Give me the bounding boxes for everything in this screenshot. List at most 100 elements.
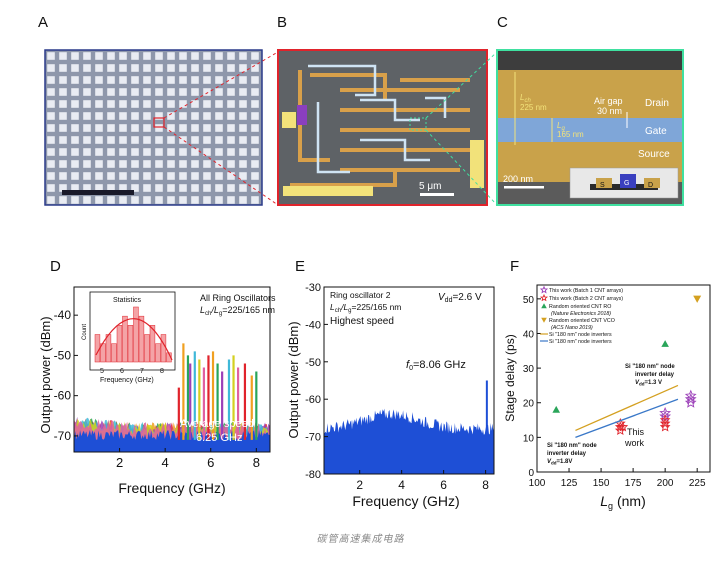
inset-x-tick-label: 7: [140, 368, 144, 375]
y-tick-label: -40: [305, 319, 321, 331]
y-tick-label: -50: [54, 348, 72, 362]
chart-d-ylabel: Output power (dBm): [40, 316, 53, 433]
d-lg: /L: [210, 305, 219, 315]
chart-f-plot-area: [552, 295, 702, 438]
panel-label-f: F: [510, 258, 520, 275]
inset-ylabel: Count: [82, 324, 88, 340]
panel-a-array-image: [44, 49, 279, 206]
d-lg-sub: g: [219, 311, 222, 317]
inset-bar: [127, 325, 134, 363]
legend-marker: [539, 293, 549, 302]
data-point-star: [617, 421, 629, 432]
svg-text:Vdd=1.3 V: Vdd=1.3 V: [635, 380, 662, 387]
x-tick-label: 125: [561, 478, 578, 489]
inset-d-label: D: [648, 182, 653, 189]
svg-text:Lch: Lch: [520, 93, 531, 104]
e-f0-val: =8.06 GHz: [413, 359, 466, 371]
inset-x-tick-label: 8: [160, 368, 164, 375]
this-work-label-2: work: [624, 438, 645, 448]
x-tick-label: 4: [162, 455, 169, 470]
chart-e-xlabel: Frequency (GHz): [352, 493, 459, 509]
data-point-star-open: [684, 393, 697, 405]
y-tick-label: -80: [305, 469, 321, 481]
trend-line: [575, 398, 679, 438]
this-work-label-1: This: [627, 427, 645, 437]
x-tick-label: 200: [657, 478, 674, 489]
y-tick-label: -60: [54, 389, 72, 403]
chart-e-highest-speed: Highest speed: [330, 316, 394, 327]
chart-d-xlabel: Frequency (GHz): [118, 480, 225, 496]
panel-label-d: D: [50, 258, 61, 275]
chart-d: 2 4 6 8 -70 -60 -50 -40 Statistics Count Freque…: [40, 286, 276, 496]
e-f0: f: [406, 359, 410, 371]
legend-marker: [539, 285, 549, 294]
inset-title: Statistics: [113, 297, 142, 304]
lg-subscript: g: [561, 126, 565, 132]
y-tick-label: -50: [305, 357, 321, 369]
legend-marker: [541, 317, 547, 323]
inset-g-label: G: [624, 180, 629, 187]
y-tick-label: 50: [523, 295, 535, 306]
y-tick-label: 40: [523, 329, 535, 340]
x-tick-label: 100: [529, 478, 546, 489]
lg-symbol: L: [557, 121, 561, 130]
inset-bar: [133, 306, 139, 363]
x-tick-label: 6: [440, 478, 447, 492]
inset-x-tick-label: 6: [120, 368, 124, 375]
svg-text:Vdd=2.6 V: Vdd=2.6 V: [438, 292, 482, 304]
e-lval: =225/165 nm: [352, 302, 402, 312]
svg-text:f0=8.06 GHz: f0=8.06 GHz: [406, 359, 466, 372]
x-tick-label: 4: [398, 478, 405, 492]
inset-x-tick-label: 5: [100, 368, 104, 375]
figure-caption: 碳管高速集成电路: [316, 534, 405, 545]
e-lch-sub: ch: [335, 308, 341, 314]
panel-c-scalebar-label: 200 nm: [503, 174, 533, 184]
legend-item-2: This work (Batch 2 CNT arrays): [549, 296, 623, 302]
panel-b-scalebar-label: 5 μm: [419, 181, 441, 192]
legend-item-3: Random oriented CNT RO: [549, 304, 611, 310]
inset-bar: [122, 315, 128, 363]
e-vdd: V: [438, 292, 446, 303]
data-point-star-open: [684, 396, 697, 408]
inset-bar: [149, 325, 156, 363]
chart-e-plot-area: [324, 380, 494, 474]
inset-bar: [111, 343, 117, 363]
y-tick-label: -60: [305, 394, 321, 406]
svg-text:Lg: Lg: [557, 121, 565, 132]
data-point-triangle-down: [693, 295, 702, 303]
svg-text:Vdd=1.8V: Vdd=1.8V: [547, 459, 572, 466]
chart-f-legend: This work (Batch 1 CNT arrays) This work…: [539, 285, 623, 345]
y-tick-label: 10: [523, 433, 535, 444]
spectrum-area: [74, 430, 270, 452]
chart-e-frame: [323, 286, 495, 475]
y-tick-label: 30: [523, 364, 535, 375]
svg-text:Si "180 nm" node: Si "180 nm" node: [547, 443, 597, 449]
inset-xlabel: Frequency (GHz): [100, 377, 154, 384]
gate-label: Gate: [645, 126, 667, 137]
y-tick-label: -70: [54, 429, 72, 443]
data-point-star: [659, 421, 671, 432]
d-lval: =225/165 nm: [222, 305, 275, 315]
legend-item-1: This work (Batch 1 CNT arrays): [549, 288, 623, 294]
x-tick-label: 175: [625, 478, 642, 489]
inset-bar: [138, 315, 145, 363]
chart-d-frame: [73, 286, 271, 453]
inset-bar: [160, 334, 167, 363]
panel-c-cross-section: Lch 225 nm Lg 165 nm Air gap 30 nm Drain…: [496, 49, 684, 206]
chart-e-ylabel: Output power (dBm): [288, 321, 301, 438]
avg-speed-label: Average speed: [180, 418, 254, 430]
lch-symbol: L: [520, 93, 524, 102]
y-tick-label: -40: [54, 308, 72, 322]
legend-marker: [541, 303, 547, 309]
top-figure-row: 5 μm Lch 225 nm Lg 165 nm Air gap 30 nm …: [44, 49, 684, 206]
svg-text:Lch/Lg=225/165 nm: Lch/Lg=225/165 nm: [200, 305, 275, 317]
panel-label-a: A: [38, 14, 49, 31]
x-tick-label: 8: [253, 455, 260, 470]
e-lch: L: [330, 302, 335, 312]
e-vdd-sub: dd: [445, 297, 453, 304]
panel-label-c: C: [497, 14, 508, 31]
e-vdd-val: =2.6 V: [452, 292, 482, 303]
e-lg: /L: [340, 302, 348, 312]
chart-d-inset: Statistics Count Frequency (GHz) 5 6 7 8: [82, 291, 176, 384]
svg-text:Si "180 nm" node: Si "180 nm" node: [625, 364, 675, 370]
